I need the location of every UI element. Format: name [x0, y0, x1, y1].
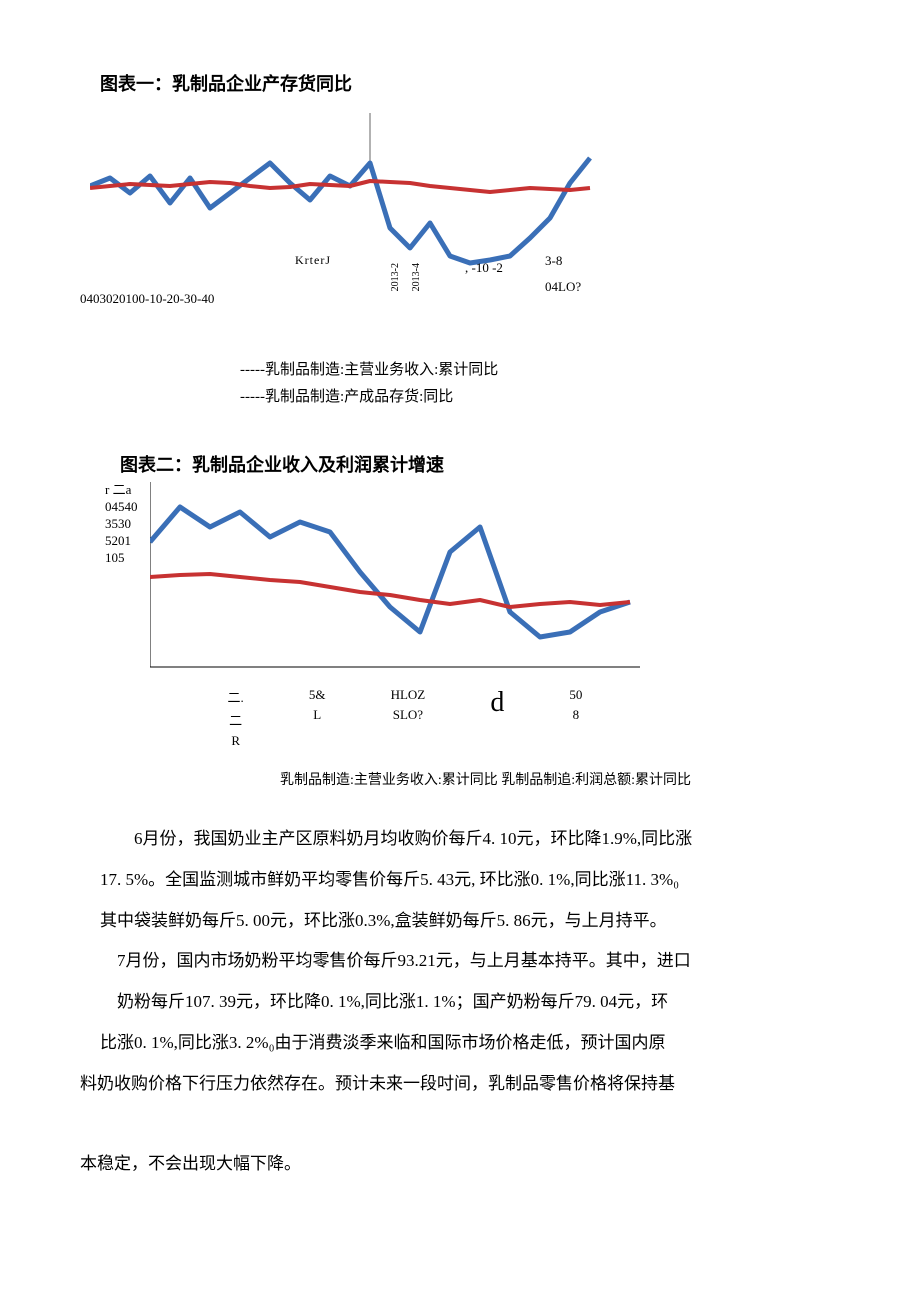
xc4-0: 50: [569, 687, 582, 703]
chart1-extra-nums: , -10 -2: [465, 260, 503, 276]
legend-series2: -----乳制品制造:产成品存货:同比: [240, 384, 840, 411]
chart1-container: KrterJ 2013-2 2013-4 , -10 -2 3-8 04LO? …: [80, 108, 840, 307]
xc1-1: L: [313, 707, 321, 723]
chart2-yval-0: 04540: [105, 499, 138, 516]
chart2-legend: 乳制品制造:主营业务收入:累计同比 乳制品制追:利润总额:累计同比: [280, 769, 840, 789]
xc1-0: 5&: [309, 687, 326, 703]
body-text: 6月份，我国奶业主产区原料奶月均收购价每斤4. 10元，环比降1.9%,同比涨 …: [100, 819, 830, 1105]
chart2-xcol-0: 二. 二 R: [228, 687, 244, 749]
chart2-yval-2: 5201: [105, 533, 138, 550]
chart2-container: r 二a 04540 3530 5201 105 二. 二 R 5& L HLO…: [95, 482, 840, 749]
chart2-yval-3: 105: [105, 550, 138, 567]
body-p7: 料奶收购价格下行压力依然存在。预计未来一段吋间，乳制品零售价格将保持基: [80, 1064, 830, 1105]
xc3-0: d: [490, 687, 504, 719]
xc2-0: HLOZ: [391, 687, 426, 703]
chart2-x-labels: 二. 二 R 5& L HLOZ SLO? d 50 8: [195, 687, 615, 749]
chart2-xcol-1: 5& L: [309, 687, 326, 749]
chart1-svg: [90, 108, 600, 288]
chart2-xcol-2: HLOZ SLO?: [391, 687, 426, 749]
body-p1: 6月份，我国奶业主产区原料奶月均收购价每斤4. 10元，环比降1.9%,同比涨: [100, 819, 830, 860]
body-p6: 比涨0. 1%,同比涨3. 2%₀由于消费淡季来临和国际市场价格走低，预计国内原: [100, 1023, 830, 1064]
chart2-yaxis-top: r 二a: [105, 482, 138, 499]
xc0-0: 二.: [228, 687, 244, 706]
body-p3: 其中袋装鲜奶每斤5. 00元，环比涨0.3%,盒装鲜奶每斤5. 86元，与上月持…: [100, 901, 830, 942]
chart1-title: 图表一：乳制品企业产存货同比: [100, 70, 840, 96]
chart1-x-dates: 2013-2 2013-4: [390, 263, 422, 291]
xc2-1: SLO?: [393, 707, 423, 723]
chart1-yaxis-bottom: 0403020100-10-20-30-40: [80, 291, 840, 307]
chart2-svg: [150, 482, 640, 682]
chart2-yval-1: 3530: [105, 516, 138, 533]
chart1-side-labels: 3-8 04LO?: [545, 268, 581, 295]
chart2-title: 图表二：乳制品企业收入及利润累计增速: [120, 451, 840, 477]
body-p4: 7月份，国内市场奶粉平均零售价每斤93.21元，与上月基本持平。其中，进口: [100, 941, 830, 982]
chart1-x-label: KrterJ: [295, 253, 331, 268]
body-p5: 奶粉每斤107. 39元，环比降0. 1%,同比涨1. 1%；国产奶粉每斤79.…: [100, 982, 830, 1023]
chart1-date-1: 2013-2: [390, 263, 401, 291]
body-final: 本稳定，不会出现大幅下降。: [80, 1145, 840, 1182]
chart2-yaxis: r 二a 04540 3530 5201 105: [105, 482, 138, 566]
chart1-side-1: 3-8: [545, 253, 562, 269]
xc0-2: R: [231, 733, 240, 749]
chart1-side-2: 04LO?: [545, 279, 581, 295]
body-p2: 17. 5%。全国监测城市鲜奶平均零售价每斤5. 43元, 环比涨0. 1%,同…: [100, 860, 830, 901]
xc4-1: 8: [573, 707, 580, 723]
legend-series1: -----乳制品制造:主营业务收入:累计同比: [240, 357, 840, 384]
chart1-legend: -----乳制品制造:主营业务收入:累计同比 -----乳制品制造:产成品存货:…: [240, 357, 840, 411]
chart1-date-2: 2013-4: [411, 263, 422, 291]
chart2-xcol-3: d: [490, 687, 504, 749]
chart2-xcol-4: 50 8: [569, 687, 582, 749]
xc0-1: 二: [229, 710, 242, 729]
